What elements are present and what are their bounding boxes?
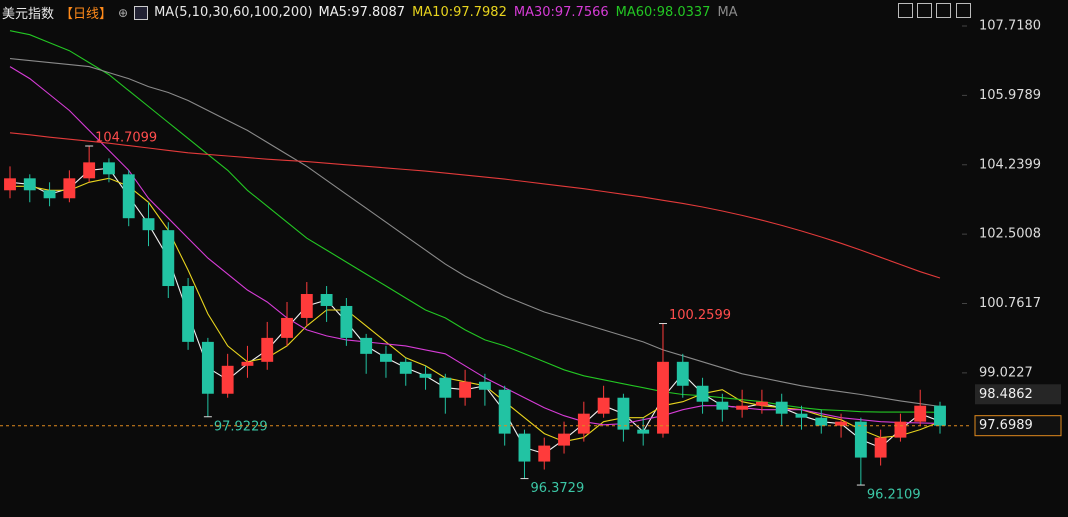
price-tag-box — [975, 384, 1061, 405]
candle-body — [340, 305, 353, 338]
candle-body — [617, 397, 630, 430]
legend-entry[interactable]: MA5:97.8087 — [318, 5, 406, 20]
y-tick-label: 102.5008 — [979, 227, 1041, 242]
legend-entry[interactable]: MA — [717, 5, 738, 20]
candle-body — [558, 433, 570, 446]
y-tick-label: 105.9789 — [979, 88, 1041, 103]
y-tick-label: 100.7617 — [979, 296, 1041, 311]
candle-body — [83, 162, 96, 179]
candle-body — [597, 397, 610, 414]
candle-body — [657, 361, 669, 434]
extreme-label: 104.7099 — [95, 131, 157, 146]
candle-body — [736, 405, 749, 410]
price-tag-box — [974, 415, 1062, 437]
ma-line — [9, 58, 941, 408]
candle-body — [399, 361, 412, 374]
candle-body — [281, 317, 293, 338]
header: 美元指数 【日线】 ⊕ MA(5,10,30,60,100,200) MA5:9… — [2, 3, 738, 22]
ma-line — [9, 132, 941, 279]
candle-body — [4, 178, 16, 191]
candle-body — [538, 445, 551, 462]
candle-body — [43, 190, 56, 199]
add-icon[interactable]: ⊕ — [118, 5, 129, 20]
ma-line — [9, 167, 941, 455]
candle-body — [162, 230, 175, 287]
candle-body — [63, 178, 76, 199]
extreme-label: 97.9229 — [214, 419, 268, 434]
candle-body — [360, 337, 373, 354]
candle-body — [498, 389, 511, 434]
candle-body — [439, 377, 452, 398]
chart-title: 美元指数 — [2, 7, 55, 22]
candle-body — [775, 401, 788, 414]
legend-title: MA(5,10,30,60,100,200) — [154, 5, 313, 20]
candle-body — [874, 437, 887, 458]
candle-body — [23, 178, 36, 191]
candle-body — [795, 413, 808, 418]
period[interactable]: 【日线】 — [60, 7, 113, 22]
tool-icon[interactable] — [936, 3, 951, 18]
legend-entry[interactable]: MA30:97.7566 — [513, 5, 609, 20]
candle-body — [459, 381, 472, 398]
legend-entry[interactable]: MA60:98.0337 — [615, 5, 711, 20]
candle-body — [914, 405, 927, 422]
candle-body — [221, 365, 234, 394]
legend-entry[interactable]: MA10:97.7982 — [412, 5, 507, 20]
candle-body — [419, 373, 432, 378]
ma-line — [10, 177, 941, 443]
candle-body — [241, 361, 254, 366]
candle-body — [577, 413, 590, 434]
extreme-label: 96.2109 — [867, 488, 921, 503]
candle-body — [755, 401, 768, 406]
candle-body — [300, 294, 313, 318]
candle-body — [716, 401, 729, 410]
candle-body — [103, 162, 115, 175]
candle-body — [380, 353, 392, 362]
candle-body — [854, 421, 867, 458]
extreme-label: 96.3729 — [530, 481, 584, 496]
candle-body — [478, 381, 491, 390]
candle-body — [637, 429, 650, 434]
price-tag: 98.4862 — [979, 387, 1033, 402]
ma-line — [9, 66, 941, 426]
legend: MA5:97.8087 MA10:97.7982 MA30:97.7566 MA60:… — [319, 5, 738, 20]
tool-icon[interactable] — [898, 3, 913, 18]
candle-body — [142, 218, 155, 231]
tool-icon[interactable] — [956, 3, 971, 18]
tool-icon[interactable] — [917, 3, 932, 18]
candle-body — [835, 421, 847, 426]
extreme-label: 100.2599 — [669, 308, 731, 323]
candle-body — [182, 286, 195, 342]
y-tick-label: 99.0227 — [979, 365, 1033, 380]
candle-body — [934, 405, 946, 426]
candle-body — [261, 337, 274, 362]
ma-icon[interactable] — [134, 5, 149, 20]
y-tick-label: 107.7180 — [979, 19, 1041, 34]
candle-body — [201, 341, 214, 394]
candle-body — [122, 174, 135, 219]
price-tag: 97.6989 — [979, 418, 1033, 433]
candle-body — [518, 433, 531, 462]
candle-body — [320, 294, 333, 306]
candle-body — [894, 421, 907, 438]
y-tick-label: 104.2399 — [979, 157, 1041, 172]
candle-body — [696, 385, 709, 402]
candle-body — [815, 417, 828, 426]
candle-body — [676, 361, 689, 386]
